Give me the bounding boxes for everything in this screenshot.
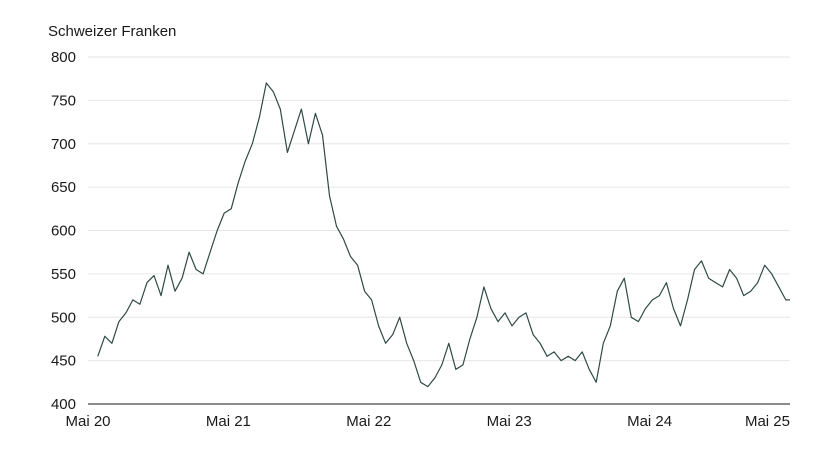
y-tick-label: 650	[51, 179, 76, 196]
y-axis-label: Schweizer Franken	[48, 23, 176, 40]
y-tick-label: 500	[51, 309, 76, 326]
x-tick-label: Mai 21	[206, 413, 251, 430]
x-tick-label: Mai 24	[627, 413, 672, 430]
x-tick-label: Mai 23	[487, 413, 532, 430]
y-tick-label: 600	[51, 223, 76, 240]
y-tick-label: 550	[51, 266, 76, 283]
y-tick-label: 400	[51, 396, 76, 413]
x-tick-labels: Mai 20 Mai 21 Mai 22 Mai 23 Mai 24 Mai 25	[65, 413, 790, 430]
y-tick-label: 700	[51, 136, 76, 153]
y-tick-label: 450	[51, 353, 76, 370]
y-tick-labels: 400 450 500 550 600 650 700 750 800	[51, 49, 76, 413]
y-tick-label: 800	[51, 49, 76, 66]
series-line	[97, 82, 790, 388]
x-tick-label: Mai 25	[745, 413, 790, 430]
x-tick-label: Mai 20	[65, 413, 110, 430]
x-tick-label: Mai 22	[346, 413, 391, 430]
gridlines	[88, 56, 790, 405]
y-tick-label: 750	[51, 92, 76, 109]
